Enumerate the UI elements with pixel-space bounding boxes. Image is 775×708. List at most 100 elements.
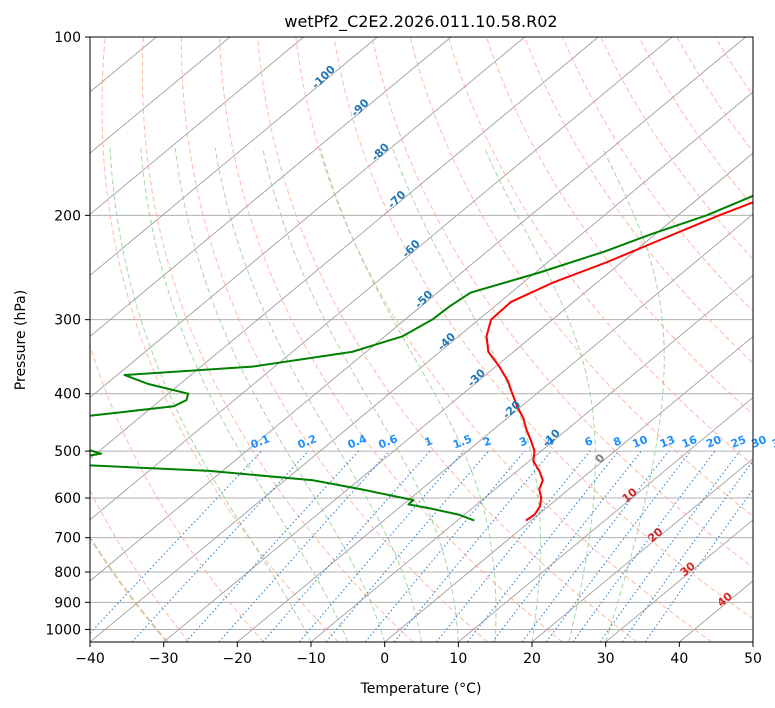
x-tick-label: 20 xyxy=(523,651,541,667)
mixing-ratio-label: 10 xyxy=(631,433,650,451)
moist-adiabat xyxy=(391,147,541,642)
moist-adiabat xyxy=(214,148,422,642)
chart-title: wetPf2_C2E2.2026.011.10.58.R02 xyxy=(284,12,557,32)
isotherm xyxy=(310,274,753,642)
mixing-ratio-line xyxy=(325,450,489,642)
isotherm xyxy=(679,580,753,642)
dry-adiabat-label: 40 xyxy=(715,589,735,609)
dry-adiabat xyxy=(295,37,713,642)
dry-adiabat xyxy=(90,343,264,642)
dry-adiabat xyxy=(600,37,753,260)
x-axis-title: Temperature (°C) xyxy=(360,681,482,697)
dry-adiabat xyxy=(676,37,753,153)
dry-adiabat xyxy=(409,37,753,517)
dry-adiabat xyxy=(219,37,563,642)
dry-adiabat-label: 10 xyxy=(620,485,640,505)
mixing-ratio-line xyxy=(545,450,692,642)
isotherm xyxy=(90,37,304,215)
isotherm-label: -50 xyxy=(412,288,435,311)
x-tick-label: −10 xyxy=(296,651,326,667)
y-tick-label: 400 xyxy=(54,387,81,403)
y-tick-label: 800 xyxy=(54,565,81,581)
mixing-ratio-label: 8 xyxy=(611,434,623,449)
isotherm xyxy=(752,641,753,642)
mixing-ratio-line xyxy=(218,450,390,642)
isotherm xyxy=(163,152,753,642)
mixing-ratio-label: 16 xyxy=(680,433,699,451)
mixing-ratio-line xyxy=(435,450,591,642)
mixing-ratio-line xyxy=(491,450,642,642)
moist-adiabat xyxy=(109,148,312,642)
isotherm xyxy=(0,37,9,642)
x-tick-label: −40 xyxy=(75,651,105,667)
isotherm xyxy=(90,37,673,521)
mixing-ratio-line xyxy=(467,450,620,642)
y-tick-label: 100 xyxy=(54,30,81,46)
y-tick-label: 600 xyxy=(54,491,81,507)
pressure-grid xyxy=(90,37,753,630)
mixing-ratio-label: 13 xyxy=(658,433,677,451)
x-tick-label: 0 xyxy=(380,651,389,667)
isotherm-label: -80 xyxy=(369,140,392,163)
mixing-ratio-label: 30 xyxy=(749,433,768,451)
mixing-ratio-line xyxy=(621,459,753,642)
isotherm xyxy=(605,519,753,642)
axes: −40 −30 −20 −10 0 10 20 30 40 5010020030040050060… xyxy=(45,30,762,667)
dry-adiabat xyxy=(257,37,638,642)
dry-adiabat-label: 20 xyxy=(646,525,666,545)
mixing-ratio-line xyxy=(572,450,716,642)
mixing-ratio-label: 20 xyxy=(704,433,723,451)
y-tick-label: 200 xyxy=(54,208,81,224)
isotherm xyxy=(458,396,753,642)
mixing-ratio-line xyxy=(298,450,465,642)
mixing-ratio-line xyxy=(131,450,309,642)
y-axis-title: Pressure (hPa) xyxy=(13,290,29,390)
plot-frame xyxy=(89,36,754,643)
y-tick-label: 900 xyxy=(54,595,81,611)
mixing-ratio-line xyxy=(90,450,263,635)
isotherm xyxy=(237,213,753,642)
y-tick-label: 700 xyxy=(54,531,81,547)
mixing-ratio-label: 0.4 xyxy=(346,432,369,451)
mixing-ratio-label: 0.2 xyxy=(296,432,319,451)
y-tick-label: 500 xyxy=(54,444,81,460)
isotherm xyxy=(90,37,599,460)
background-lines xyxy=(0,37,753,642)
y-tick-label: 300 xyxy=(54,313,81,329)
dry-adiabat xyxy=(638,37,753,207)
isotherm-label: -70 xyxy=(385,188,408,211)
isotherm xyxy=(90,37,231,154)
isotherm xyxy=(90,37,452,338)
y-tick-label: 1000 xyxy=(45,622,81,638)
moist-adiabat xyxy=(174,148,386,642)
moist-adiabat xyxy=(262,147,459,642)
x-tick-label: 30 xyxy=(597,651,615,667)
isotherm-label: -100 xyxy=(309,63,338,92)
isotherm xyxy=(90,37,746,582)
isotherm-label: -10 xyxy=(540,426,563,449)
isotherm xyxy=(90,37,525,399)
dry-adiabat xyxy=(141,37,414,642)
isotherm xyxy=(531,458,753,642)
moist-adiabat xyxy=(601,147,665,642)
dry-adiabat xyxy=(447,37,753,466)
dry-adiabat xyxy=(714,37,753,97)
mixing-ratio-label: 2 xyxy=(481,434,493,449)
plot-area xyxy=(0,37,753,642)
isotherm-label: -40 xyxy=(435,330,458,353)
mixing-ratio-line xyxy=(521,450,670,642)
isotherm xyxy=(384,335,753,642)
dry-adiabat xyxy=(333,37,753,620)
dry-adiabat xyxy=(101,37,339,642)
isotherm-label: -60 xyxy=(400,237,423,260)
moist-adiabat xyxy=(319,147,497,642)
moist-adiabat xyxy=(483,147,596,642)
dry-adiabat xyxy=(524,37,753,364)
isotherm xyxy=(90,91,753,642)
dry-adiabat xyxy=(752,37,753,38)
temperature-profile xyxy=(485,201,753,522)
x-tick-label: 40 xyxy=(670,651,688,667)
mixing-ratio-line xyxy=(393,450,552,642)
dry-adiabat xyxy=(562,37,753,313)
